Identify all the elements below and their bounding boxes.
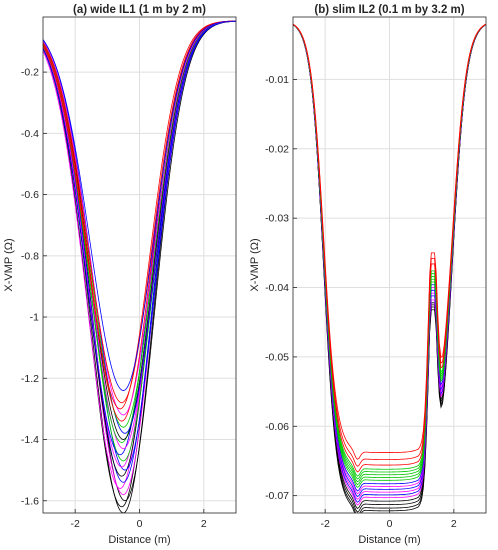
y-tick-label: -1.2 xyxy=(21,373,39,385)
y-tick-label: -0.02 xyxy=(265,143,289,155)
y-tick-label: -0.01 xyxy=(265,74,289,86)
x-tick-label: 2 xyxy=(201,518,207,530)
y-tick-label: -1.4 xyxy=(21,434,39,446)
series-line-18 xyxy=(293,23,486,460)
y-tick-label: -0.2 xyxy=(21,67,39,79)
y-tick-label: -1.6 xyxy=(21,495,39,507)
y-tick-label: -0.07 xyxy=(265,490,289,502)
panel-b: -2 0 2 -0.01 -0.02 -0.03 -0.04 -0.05 -0.06 -0.07 (… xyxy=(249,4,487,546)
chart-title: (b) slim IL2 (0.1 m by 3.2 m) xyxy=(314,4,464,16)
x-tick-label: -2 xyxy=(320,518,329,530)
x-tick-label: -2 xyxy=(70,518,79,530)
panel-a: -2 0 2 -0.2 -0.4 -0.6 -0.8 -1 -1.2 -1.4 -1.6 (a) wi… xyxy=(3,4,237,546)
x-tick-label: 0 xyxy=(137,518,143,530)
x-tick-label: 0 xyxy=(387,518,393,530)
y-axis-label: X-VMP (Ω) xyxy=(249,238,261,291)
y-tick-label: -0.04 xyxy=(265,282,289,294)
x-axis-label: Distance (m) xyxy=(358,534,420,546)
series-line-21 xyxy=(43,20,236,391)
series-group xyxy=(43,20,236,513)
y-tick-label: -1 xyxy=(30,312,39,324)
series-line-18 xyxy=(43,20,236,416)
series-line-15 xyxy=(43,20,236,434)
x-tick-label: 2 xyxy=(451,518,457,530)
y-tick-label: -0.05 xyxy=(265,351,289,363)
y-tick-label: -0.03 xyxy=(265,213,289,225)
y-tick-label: -0.8 xyxy=(21,250,39,262)
y-tick-label: -0.6 xyxy=(21,189,39,201)
chart-title: (a) wide IL1 (1 m by 2 m) xyxy=(73,4,206,16)
y-axis-label: X-VMP (Ω) xyxy=(3,238,15,291)
series-group xyxy=(293,23,486,513)
y-tick-label: -0.4 xyxy=(21,128,39,140)
y-tick-label: -0.06 xyxy=(265,421,289,433)
series-line-19 xyxy=(43,20,236,410)
x-axis-label: Distance (m) xyxy=(108,534,170,546)
